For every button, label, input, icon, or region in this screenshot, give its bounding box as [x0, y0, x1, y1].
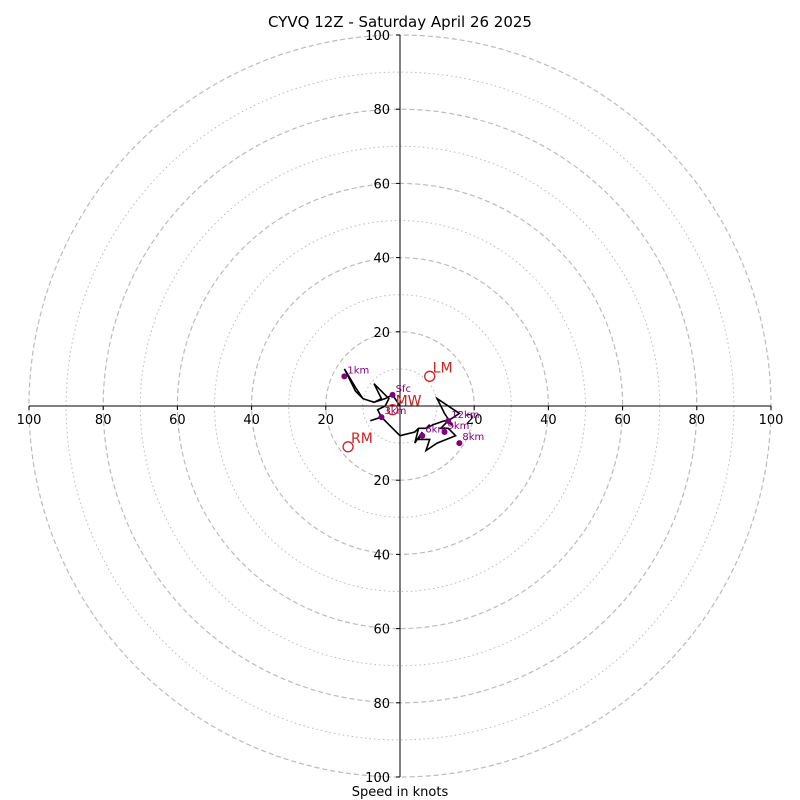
x-tick-label: 60 [614, 413, 631, 428]
storm-motion-markers: LM RM MW [342, 360, 453, 453]
y-tick-label: 60 [373, 177, 390, 192]
motion-label-mw: MW [396, 394, 422, 410]
height-label-12km: 12km [451, 410, 479, 421]
x-tick-label: 100 [759, 413, 784, 428]
height-label-9km: 9km [448, 421, 470, 432]
y-tick-label: 60 [373, 623, 390, 638]
y-tick-label: 40 [373, 548, 390, 563]
motion-marker-rm [342, 441, 354, 453]
height-label-6km: 6km [425, 425, 447, 436]
x-tick-label: 80 [95, 413, 112, 428]
height-point-1km [341, 373, 348, 380]
height-label-sfc: Sfc [396, 384, 411, 395]
motion-label-lm: LM [433, 360, 453, 376]
height-label-1km: 1km [347, 365, 369, 376]
x-tick-label: 20 [318, 413, 335, 428]
x-tick-label: 20 [466, 413, 483, 428]
y-tick-label: 20 [373, 326, 390, 341]
y-tick-label: 20 [373, 474, 390, 489]
tick-marks: 100 80 60 40 20 20 40 60 80 100 100 80 60 40 20 20 40 60 8… [17, 29, 784, 786]
height-label-3km: 3km [384, 406, 406, 417]
height-point-6km [419, 432, 426, 439]
height-point-8km [456, 440, 463, 447]
x-tick-label: 40 [540, 413, 557, 428]
height-point-sfc [389, 391, 396, 398]
motion-marker-mw [386, 404, 399, 416]
y-tick-label: 80 [373, 697, 390, 712]
y-tick-label: 100 [365, 29, 390, 44]
y-tick-label: 40 [373, 252, 390, 267]
x-axis-label: Speed in knots [352, 785, 449, 800]
x-tick-label: 60 [169, 413, 186, 428]
height-point-3km [378, 414, 385, 421]
hodograph-line [343, 368, 461, 453]
chart-title: CYVQ 12Z - Saturday April 26 2025 [268, 13, 532, 31]
y-tick-label: 100 [365, 771, 390, 786]
x-tick-label: 80 [689, 413, 706, 428]
height-point-9km [441, 428, 448, 435]
height-label-8km: 8km [462, 432, 484, 443]
motion-label-rm: RM [351, 431, 373, 447]
y-tick-label: 80 [373, 103, 390, 118]
x-tick-label: 100 [17, 413, 42, 428]
hodograph-trace [343, 368, 461, 453]
height-point-12km [445, 417, 452, 424]
motion-marker-lm [424, 370, 436, 382]
x-tick-label: 40 [243, 413, 260, 428]
